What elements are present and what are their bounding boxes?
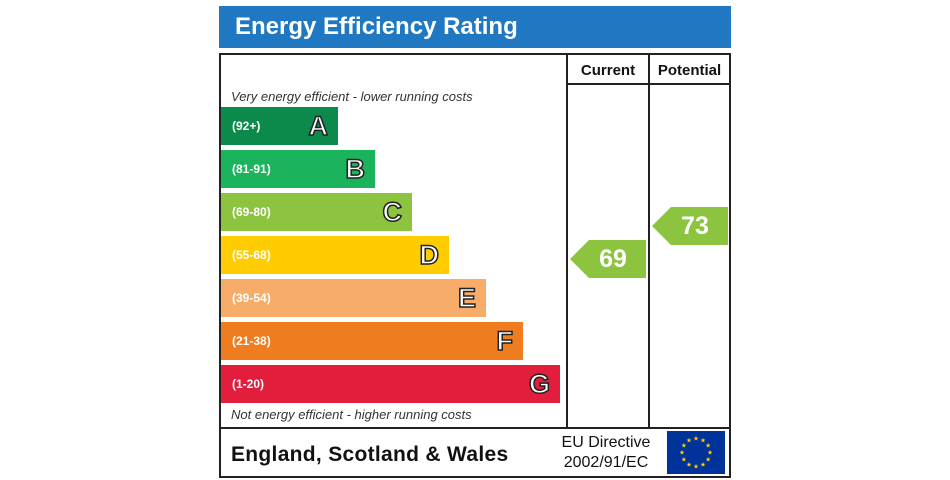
directive-line-2: 2002/91/EC (563, 454, 649, 471)
band-letter-label: G (528, 368, 551, 400)
band-letter-label: A (308, 110, 329, 142)
column-header-current: Current (580, 61, 636, 79)
directive-line-1: EU Directive (561, 434, 651, 451)
chart-title: Energy Efficiency Rating (235, 13, 518, 40)
band-range-label: (92+) (232, 119, 261, 133)
rating-arrow-current: 69 (570, 240, 646, 278)
rating-value-current: 69 (599, 245, 627, 273)
band-range-label: (39-54) (232, 291, 271, 305)
footer-rule (221, 427, 729, 429)
rating-band-d: (55-68) D (221, 236, 449, 274)
band-letter-label: D (419, 239, 440, 271)
rating-band-b: (81-91) B (221, 150, 375, 188)
note-inefficient: Not energy efficient - higher running co… (231, 407, 472, 422)
band-range-label: (1-20) (232, 377, 265, 391)
rating-band-c: (69-80) C (221, 193, 412, 231)
band-letter-label: F (496, 325, 514, 357)
note-efficient: Very energy efficient - lower running co… (231, 89, 473, 104)
rating-band-a: (92+) A (221, 107, 338, 145)
rating-band-g: (1-20) G (221, 365, 560, 403)
region-label: England, Scotland & Wales (231, 443, 509, 466)
band-letter-label: E (457, 282, 477, 314)
rating-chart-frame: Current Potential Very energy efficient … (219, 53, 731, 478)
eu-flag-icon (667, 431, 725, 474)
title-bar: Energy Efficiency Rating (219, 6, 731, 48)
eu-directive: EU Directive 2002/91/EC (555, 433, 657, 473)
column-divider-right (648, 55, 650, 429)
arrow-shape (570, 240, 646, 278)
rating-arrow-potential: 73 (652, 207, 728, 246)
rating-band-e: (39-54) E (221, 279, 486, 317)
arrow-shape (652, 207, 728, 246)
band-range-label: (81-91) (232, 162, 271, 176)
band-range-label: (69-80) (232, 205, 271, 219)
column-header-potential: Potential (657, 61, 722, 79)
band-range-label: (55-68) (232, 248, 271, 262)
band-letter-label: B (345, 153, 366, 185)
rating-band-f: (21-38) F (221, 322, 523, 360)
rating-value-potential: 73 (681, 212, 709, 241)
band-letter-label: C (382, 196, 403, 228)
header-rule (566, 83, 729, 85)
column-divider-left (566, 55, 568, 429)
band-range-label: (21-38) (232, 334, 271, 348)
